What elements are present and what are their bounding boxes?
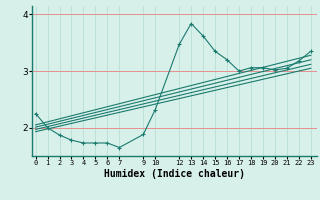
X-axis label: Humidex (Indice chaleur): Humidex (Indice chaleur) <box>104 169 245 179</box>
